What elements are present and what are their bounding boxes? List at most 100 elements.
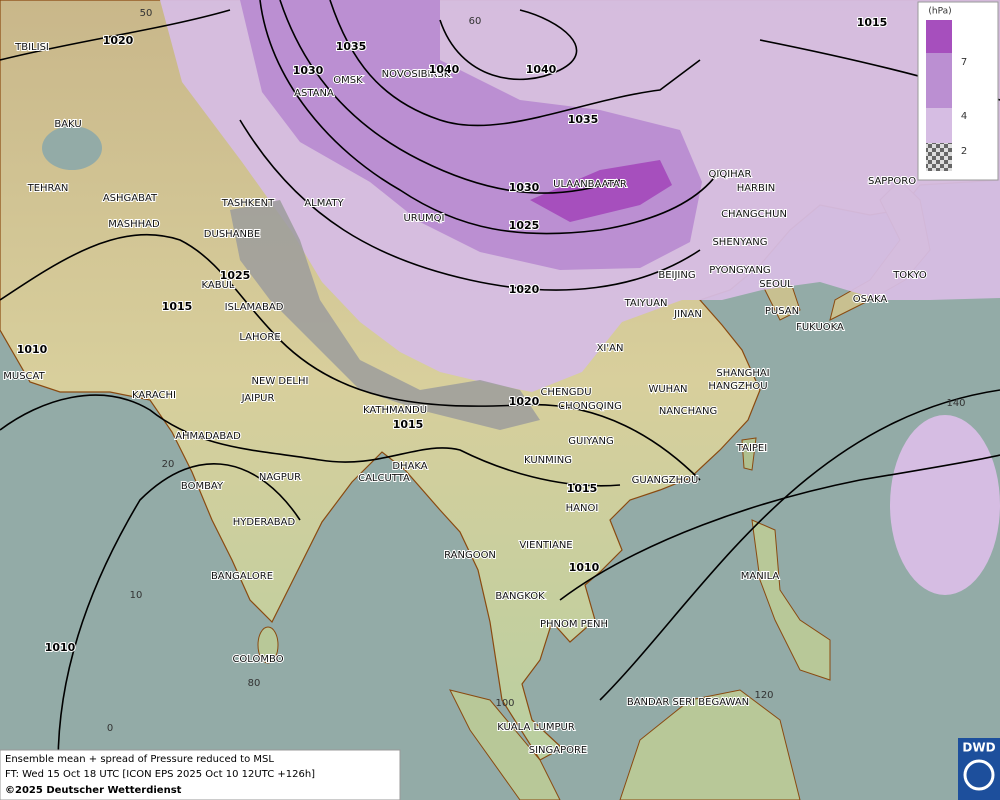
isobar-label: 1010 <box>569 561 600 574</box>
city-label: JINAN <box>673 309 702 320</box>
city-label: HANOI <box>566 503 599 514</box>
city-label: KABUL <box>202 280 235 291</box>
graticule-label: 60 <box>469 16 482 27</box>
isobar-label: 1025 <box>220 269 251 282</box>
legend-swatch <box>926 20 952 53</box>
graticule-label: 100 <box>495 698 514 709</box>
city-label: SHANGHAI <box>716 368 769 379</box>
legend-swatch <box>926 108 952 143</box>
city-label: XI'AN <box>597 343 624 354</box>
city-label: TBILISI <box>14 42 49 53</box>
city-label: MUSCAT <box>3 371 45 382</box>
isobar-label: 1020 <box>509 283 540 296</box>
city-label: GUIYANG <box>568 436 613 447</box>
footer-box <box>0 749 401 800</box>
graticule-label: 140 <box>946 398 965 409</box>
city-label: AHMADABAD <box>175 431 241 442</box>
city-label: CHANGCHUN <box>721 209 787 220</box>
city-label: KUALA LUMPUR <box>497 722 575 733</box>
graticule-label: 80 <box>248 678 261 689</box>
footer-line: FT: Wed 15 Oct 18 UTC [ICON EPS 2025 Oct… <box>5 769 315 780</box>
borneo <box>619 689 801 800</box>
city-label: ASHGABAT <box>103 193 158 204</box>
legend-swatch <box>926 143 952 171</box>
footer-line: ©2025 Deutscher Wetterdienst <box>5 785 182 796</box>
city-label: KATHMANDU <box>363 405 427 416</box>
city-label: HANGZHOU <box>708 381 767 392</box>
city-label: WUHAN <box>648 384 687 395</box>
city-label: BANGKOK <box>495 591 545 602</box>
graticule-label: 0 <box>107 723 113 734</box>
city-label: TOKYO <box>892 270 927 281</box>
city-label: SINGAPORE <box>529 745 588 756</box>
isobar-label: 1030 <box>509 181 540 194</box>
sri-lanka <box>257 626 279 664</box>
city-label: SHENYANG <box>712 237 767 248</box>
isobar-label: 1025 <box>509 219 540 232</box>
city-label: ISLAMABAD <box>225 302 284 313</box>
city-label: NEW DELHI <box>252 376 309 387</box>
city-label: MANILA <box>741 571 780 582</box>
footer-line: Ensemble mean + spread of Pressure reduc… <box>5 754 274 765</box>
legend-unit: (hPa) <box>928 7 951 17</box>
isobar-label: 1010 <box>45 641 76 654</box>
taiwan <box>741 437 757 471</box>
city-label: KUNMING <box>524 455 572 466</box>
city-label: LAHORE <box>239 332 280 343</box>
city-label: FUKUOKA <box>796 322 844 333</box>
city-label: URUMQI <box>403 213 444 224</box>
city-label: BEIJING <box>658 270 695 281</box>
graticule-label: 20 <box>162 459 175 470</box>
city-label: RANGOON <box>444 550 496 561</box>
city-label: PHNOM PENH <box>540 619 608 630</box>
city-label: VIENTIANE <box>519 540 572 551</box>
city-label: CHENGDU <box>540 387 591 398</box>
logo-text: DWD <box>962 741 995 755</box>
isobar-label: 1020 <box>103 34 134 47</box>
city-label: CALCUTTA <box>358 473 410 484</box>
city-label: ASTANA <box>294 88 334 99</box>
city-label: CHONGQING <box>558 401 622 412</box>
legend-swatch <box>926 53 952 108</box>
logo-icon <box>963 759 995 791</box>
city-label: ULAANBAATAR <box>553 179 627 190</box>
caspian-sea <box>42 126 102 170</box>
isobar-label: 1015 <box>162 300 193 313</box>
city-label: ALMATY <box>304 198 344 209</box>
terrain-gray <box>230 200 540 430</box>
city-label: OMSK <box>333 75 363 86</box>
isobar-label: 1015 <box>857 16 888 29</box>
city-label: NOVOSIBIRSK <box>382 69 451 80</box>
city-label: HARBIN <box>737 183 776 194</box>
spread-high <box>530 160 672 222</box>
graticule-label: 10 <box>130 590 143 601</box>
legend-level: 7 <box>961 57 967 68</box>
city-label: JAIPUR <box>241 393 275 404</box>
city-label: QIQIHAR <box>709 169 752 180</box>
city-label: TEHRAN <box>27 183 69 194</box>
city-label: BANDAR SERI BEGAWAN <box>627 697 749 708</box>
city-label: BAKU <box>54 119 81 130</box>
city-label: NANCHANG <box>659 406 717 417</box>
city-label: PUSAN <box>765 306 799 317</box>
isobar-label: 1040 <box>526 63 557 76</box>
isobar-label: 1015 <box>393 418 424 431</box>
city-label: DHAKA <box>392 461 427 472</box>
city-label: OSAKA <box>853 294 888 305</box>
city-label: COLOMBO <box>232 654 283 665</box>
city-label: SAPPORO <box>868 176 916 187</box>
city-label: BOMBAY <box>181 481 224 492</box>
isobar-label: 1020 <box>509 395 540 408</box>
philippines <box>751 519 831 681</box>
city-label: MASHHAD <box>108 219 160 230</box>
city-label: NAGPUR <box>259 472 301 483</box>
isobar-label: 1035 <box>336 40 367 53</box>
city-label: HYDERABAD <box>233 517 296 528</box>
city-label: GUANGZHOU <box>632 475 699 486</box>
city-label: BANGALORE <box>211 571 273 582</box>
isobar-label: 1010 <box>17 343 48 356</box>
sumatra <box>449 689 561 800</box>
legend-level: 2 <box>961 146 967 157</box>
